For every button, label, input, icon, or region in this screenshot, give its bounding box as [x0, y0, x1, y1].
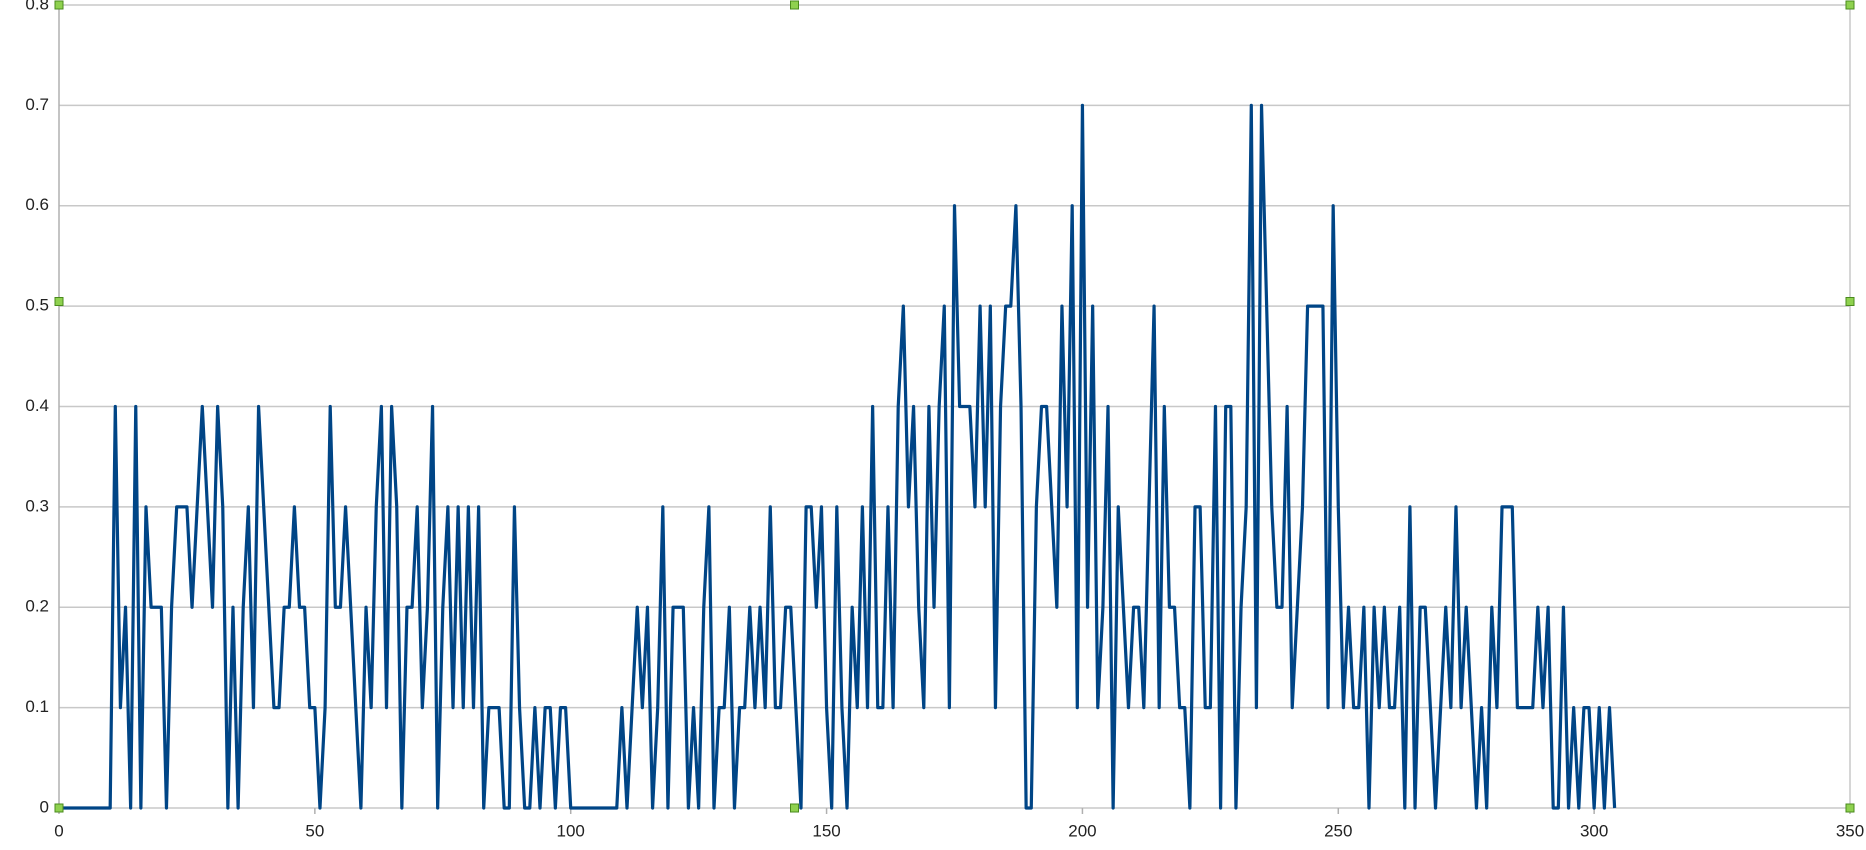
- x-tick-label: 250: [1324, 821, 1352, 840]
- x-tick-label: 100: [557, 821, 585, 840]
- selection-handle: [1845, 297, 1855, 306]
- selection-handle: [54, 803, 64, 813]
- selection-handle: [54, 297, 64, 306]
- data-line: [59, 103, 1617, 810]
- x-tick-label: 200: [1068, 821, 1096, 840]
- y-tick-label: 0.4: [25, 396, 49, 415]
- y-tick-label: 0.8: [25, 0, 49, 13]
- y-tick-label: 0: [40, 797, 49, 816]
- x-tick-label: 0: [54, 821, 63, 840]
- y-tick-label: 0.5: [25, 296, 49, 315]
- selection-handle: [1845, 803, 1855, 813]
- x-tick-label: 350: [1836, 821, 1864, 840]
- y-tick-label: 0.7: [25, 95, 49, 114]
- x-tick-label: 50: [305, 821, 324, 840]
- selection-handle: [790, 803, 799, 813]
- y-tick-label: 0.3: [25, 496, 49, 515]
- selection-handle: [790, 0, 799, 10]
- selection-handle: [1845, 0, 1855, 10]
- y-tick-label: 0.1: [25, 697, 49, 716]
- x-tick-label: 300: [1580, 821, 1608, 840]
- y-tick-label: 0.2: [25, 597, 49, 616]
- selection-handle: [54, 0, 64, 10]
- y-tick-label: 0.6: [25, 195, 49, 214]
- x-tick-label: 150: [812, 821, 840, 840]
